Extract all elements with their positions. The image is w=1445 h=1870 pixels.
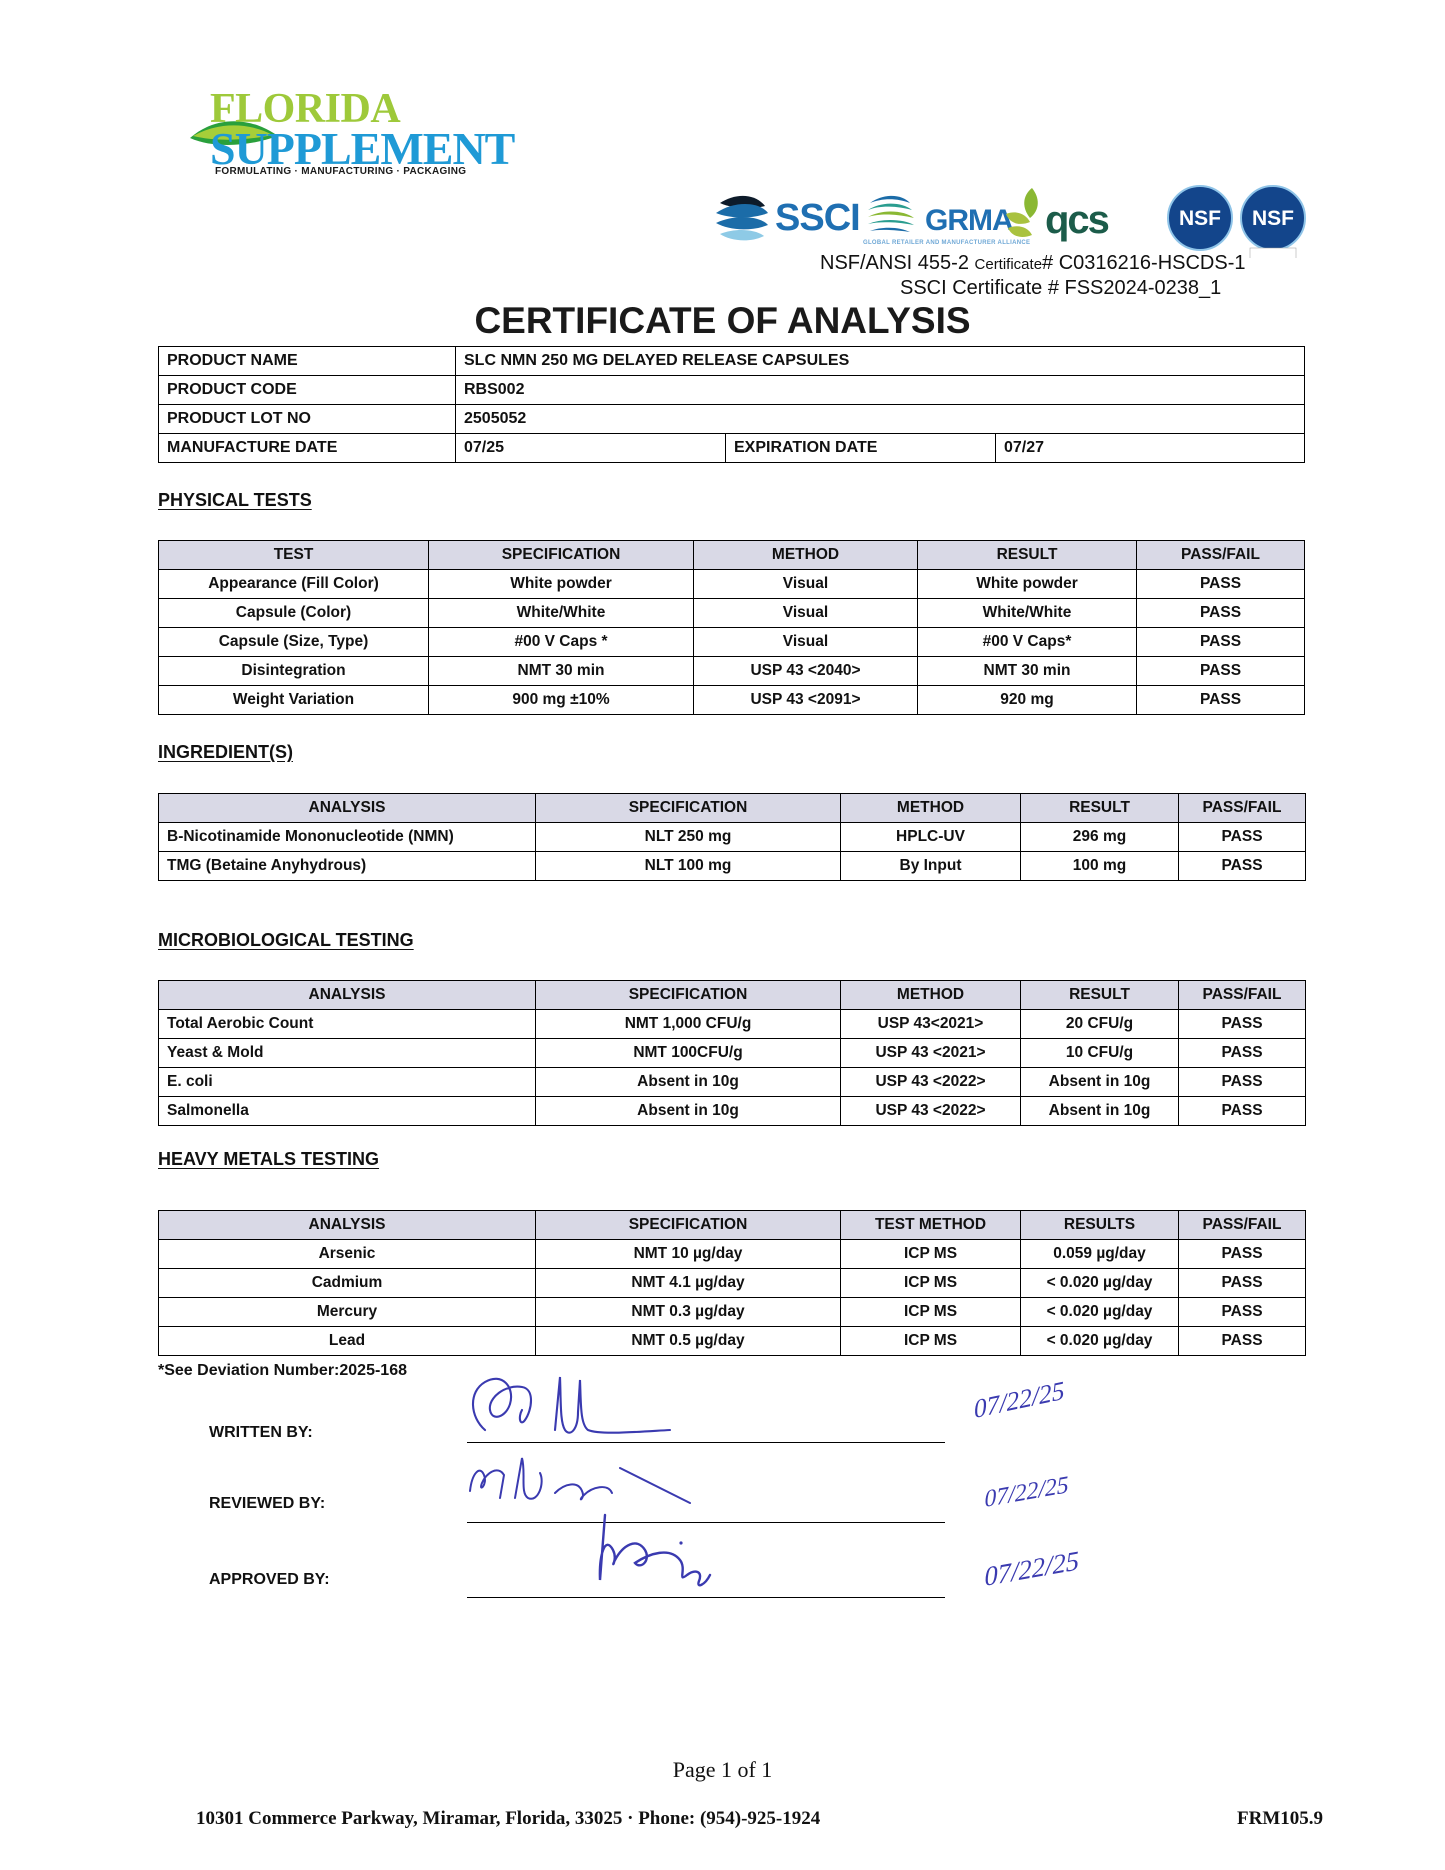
svg-text:FORMULATING · MANUFACTURING ·: FORMULATING · MANUFACTURING · PACKAGING (215, 166, 466, 176)
svg-text:GRMA: GRMA (925, 204, 1013, 237)
svg-text:GLOBAL RETAILER AND MANUFACTUR: GLOBAL RETAILER AND MANUFACTURER ALLIANC… (863, 240, 1030, 246)
svg-text:qcs: qcs (1045, 198, 1109, 242)
svg-text:NSF: NSF (1252, 207, 1294, 230)
svg-text:SSCI: SSCI (775, 197, 860, 239)
svg-text:NSF: NSF (1179, 207, 1221, 230)
